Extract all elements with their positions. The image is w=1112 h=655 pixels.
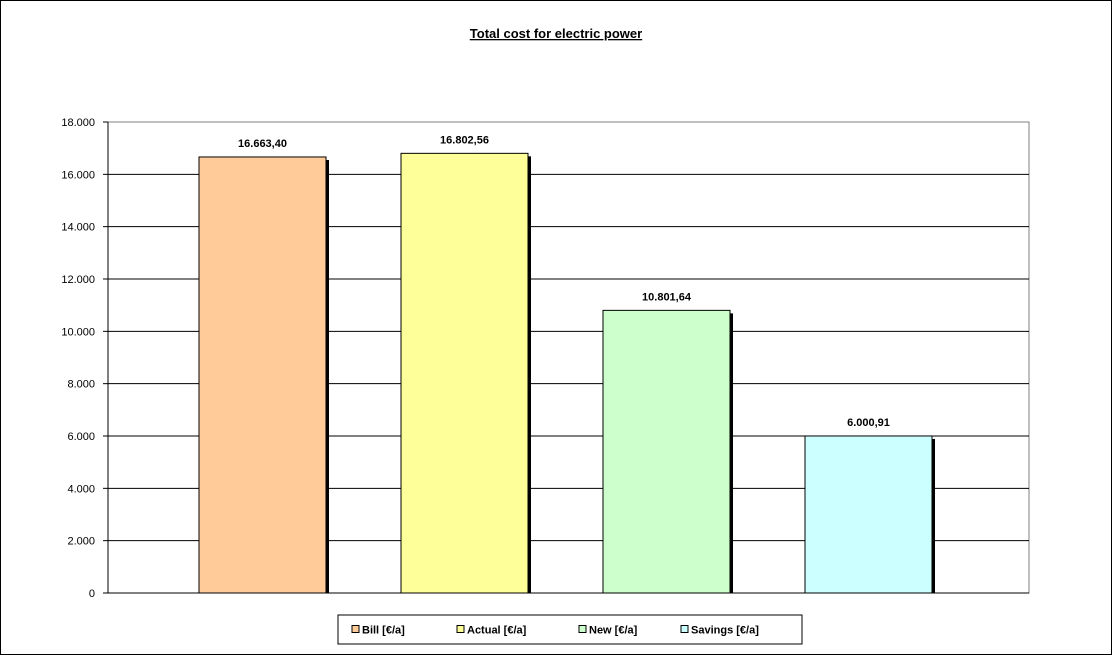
- y-tick-label: 6.000: [67, 431, 95, 443]
- y-tick-label: 8.000: [67, 379, 95, 391]
- y-tick-label: 0: [89, 588, 95, 600]
- bar: [198, 156, 327, 594]
- legend: Bill [€/a] Actual [€/a] New [€/a] Savings […: [337, 614, 803, 645]
- bar: [602, 309, 731, 594]
- chart-title: Total cost for electric power: [470, 26, 642, 41]
- data-label: 16.802,56: [440, 134, 489, 146]
- y-tick-label: 10.000: [61, 326, 95, 338]
- y-tick-label: 2.000: [67, 536, 95, 548]
- plot-area: 0 2.000 4.000 6.000 8.000 10.000 12.000 14.000 1…: [61, 117, 1030, 600]
- legend-item: Bill [€/a]: [362, 625, 405, 637]
- legend-box: [337, 614, 803, 645]
- y-tick-label: 12.000: [61, 274, 95, 286]
- y-tick-label: 18.000: [61, 117, 95, 129]
- legend-item: New [€/a]: [589, 625, 638, 637]
- legend-item: Actual [€/a]: [467, 625, 527, 637]
- y-tick-label: 14.000: [61, 222, 95, 234]
- bar: [804, 435, 933, 594]
- data-label: 10.801,64: [642, 291, 692, 303]
- y-tick-label: 4.000: [67, 483, 95, 495]
- legend-swatch: [680, 625, 689, 633]
- legend-swatch: [351, 625, 360, 633]
- y-tick-label: 16.000: [61, 169, 95, 181]
- bar: [400, 152, 529, 594]
- legend-item: Savings [€/a]: [691, 625, 759, 637]
- data-label: 6.000,91: [847, 417, 890, 429]
- legend-swatch: [456, 625, 465, 633]
- legend-swatch: [578, 625, 587, 633]
- data-label: 16.663,40: [238, 138, 287, 150]
